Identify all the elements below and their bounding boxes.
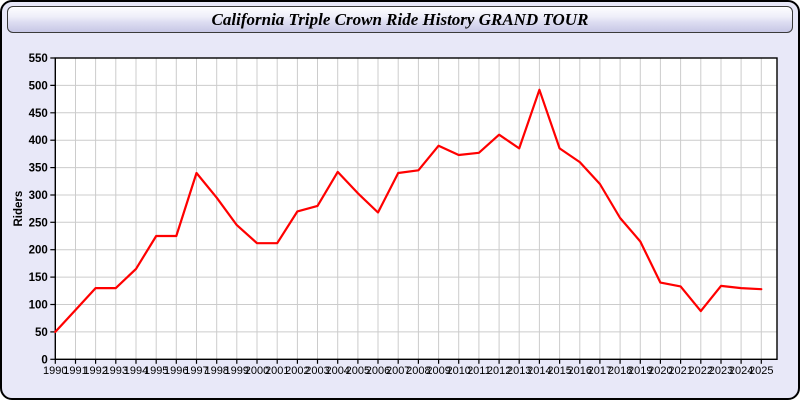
y-axis-labels: 0 50 100 150 200 250 300 350 400 450 500 550	[29, 53, 48, 366]
svg-text:2022: 2022	[689, 365, 713, 377]
svg-text:2008: 2008	[406, 365, 430, 377]
svg-text:2018: 2018	[608, 365, 632, 377]
riders-series-line	[54, 88, 763, 333]
y-axis-ticks	[50, 57, 56, 360]
svg-text:2019: 2019	[628, 365, 652, 377]
svg-text:200: 200	[29, 245, 48, 257]
svg-text:2009: 2009	[426, 365, 450, 377]
svg-text:2016: 2016	[568, 365, 592, 377]
svg-text:2024: 2024	[729, 365, 753, 377]
svg-text:400: 400	[29, 135, 48, 147]
svg-text:1999: 1999	[225, 365, 249, 377]
svg-text:2007: 2007	[386, 365, 410, 377]
svg-text:1994: 1994	[124, 365, 148, 377]
svg-text:2010: 2010	[446, 365, 470, 377]
svg-text:2020: 2020	[648, 365, 672, 377]
svg-text:350: 350	[29, 163, 48, 175]
svg-text:2002: 2002	[285, 365, 309, 377]
svg-text:2025: 2025	[749, 365, 773, 377]
svg-text:2021: 2021	[668, 365, 692, 377]
svg-text:2012: 2012	[487, 365, 511, 377]
svg-text:2023: 2023	[709, 365, 733, 377]
svg-text:2001: 2001	[265, 365, 289, 377]
svg-text:250: 250	[29, 217, 48, 229]
y-axis-title: Riders	[13, 191, 25, 227]
svg-text:550: 550	[29, 53, 48, 65]
svg-text:500: 500	[29, 80, 48, 92]
svg-text:100: 100	[29, 300, 48, 312]
svg-text:1997: 1997	[184, 365, 208, 377]
svg-text:2000: 2000	[245, 365, 269, 377]
svg-text:50: 50	[35, 327, 48, 339]
svg-text:1991: 1991	[63, 365, 87, 377]
svg-text:2006: 2006	[366, 365, 390, 377]
svg-text:1998: 1998	[204, 365, 228, 377]
svg-text:1996: 1996	[164, 365, 188, 377]
svg-text:1990: 1990	[43, 365, 67, 377]
svg-text:2003: 2003	[305, 365, 329, 377]
svg-text:450: 450	[29, 108, 48, 120]
x-axis-ticks	[54, 359, 762, 364]
svg-text:300: 300	[29, 190, 48, 202]
plot-background	[55, 58, 778, 360]
svg-text:1995: 1995	[144, 365, 168, 377]
svg-text:2017: 2017	[588, 365, 612, 377]
plot-border	[54, 57, 778, 360]
svg-text:2014: 2014	[527, 365, 551, 377]
svg-text:2005: 2005	[346, 365, 370, 377]
svg-text:2004: 2004	[325, 365, 349, 377]
window-title: California Triple Crown Ride History GRA…	[211, 9, 589, 29]
svg-text:2015: 2015	[547, 365, 571, 377]
svg-text:1993: 1993	[104, 365, 128, 377]
title-bar: California Triple Crown Ride History GRA…	[7, 6, 793, 33]
svg-text:0: 0	[41, 354, 47, 366]
svg-text:150: 150	[29, 272, 48, 284]
svg-text:2011: 2011	[467, 365, 491, 377]
svg-text:2013: 2013	[507, 365, 531, 377]
svg-text:1992: 1992	[83, 365, 107, 377]
x-axis-labels: 1990199119921993199419951996199719981999…	[43, 365, 773, 377]
